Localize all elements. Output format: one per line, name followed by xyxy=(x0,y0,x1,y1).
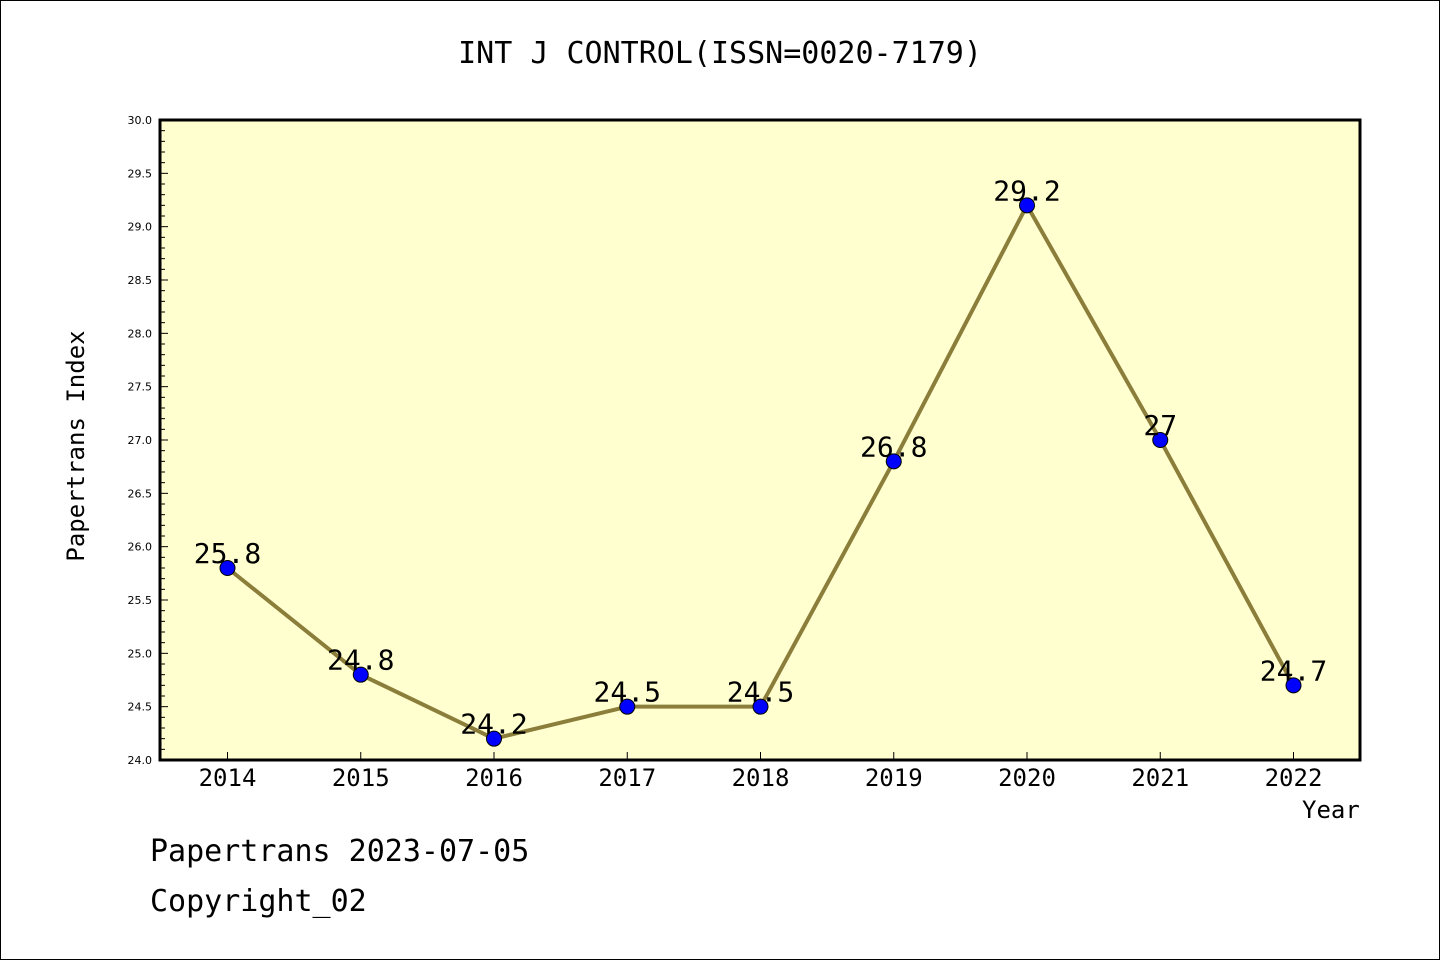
x-tick-label: 2021 xyxy=(1131,764,1189,792)
x-axis-label: Year xyxy=(1302,796,1360,824)
x-tick-label: 2015 xyxy=(332,764,390,792)
data-label: 24.5 xyxy=(594,676,661,709)
footer-copyright: Copyright_02 xyxy=(150,884,367,919)
data-point xyxy=(619,698,636,715)
y-tick-label: 25.5 xyxy=(128,594,153,607)
data-point xyxy=(1152,432,1169,448)
y-tick-label: 27.0 xyxy=(128,434,153,447)
y-tick-label: 27.5 xyxy=(128,381,153,394)
data-label: 26.8 xyxy=(860,430,927,463)
y-tick-label: 29.0 xyxy=(128,221,153,234)
y-tick-label: 24.5 xyxy=(128,701,153,714)
data-point xyxy=(1019,197,1035,214)
x-tick-label: 2016 xyxy=(465,764,523,792)
data-label: 24.8 xyxy=(327,644,394,677)
y-tick-label: 26.5 xyxy=(128,487,153,500)
data-point xyxy=(219,560,236,576)
x-tick-label: 2022 xyxy=(1265,764,1323,792)
data-label: 24.5 xyxy=(727,676,794,709)
data-point xyxy=(1285,677,1302,694)
y-tick-label: 26.0 xyxy=(128,541,153,554)
x-tick-label: 2018 xyxy=(732,764,790,792)
x-tick-label: 2017 xyxy=(598,764,656,792)
data-point xyxy=(752,698,769,715)
footer-date: Papertrans 2023-07-05 xyxy=(150,834,530,869)
data-label: 24.7 xyxy=(1260,654,1327,687)
plot-border xyxy=(158,118,1362,762)
data-point xyxy=(352,666,369,683)
y-tick-label: 28.0 xyxy=(128,327,153,340)
data-point xyxy=(885,453,902,470)
x-tick-label: 2019 xyxy=(865,764,923,792)
data-label: 29.2 xyxy=(993,174,1060,207)
y-tick-label: 25.0 xyxy=(128,647,153,660)
data-point xyxy=(486,730,502,747)
y-tick-label: 28.5 xyxy=(128,274,153,287)
y-tick-label: 29.5 xyxy=(128,167,153,180)
y-tick-label: 24.0 xyxy=(128,754,153,767)
chart-title: INT J CONTROL(ISSN=0020-7179) xyxy=(458,36,982,71)
data-label: 27 xyxy=(1143,409,1177,442)
y-tick-label: 30.0 xyxy=(128,114,153,127)
x-tick-label: 2020 xyxy=(998,764,1056,792)
x-tick-label: 2014 xyxy=(199,764,257,792)
data-label: 24.2 xyxy=(460,708,527,741)
data-label: 25.8 xyxy=(194,537,261,570)
